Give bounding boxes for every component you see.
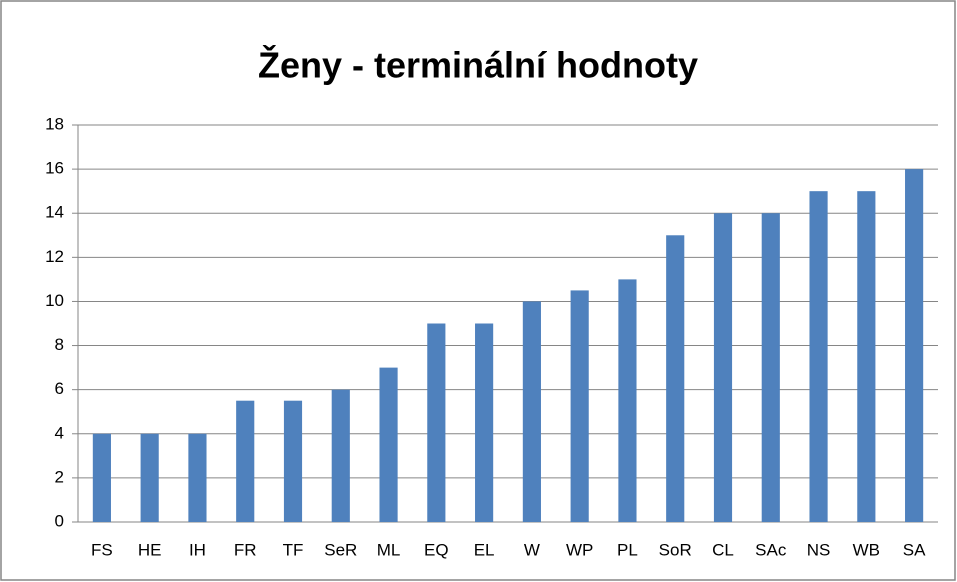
bar bbox=[857, 191, 876, 522]
bar bbox=[475, 323, 494, 522]
x-tick-label: IH bbox=[189, 540, 206, 559]
bar bbox=[570, 290, 589, 522]
chart-title: Ženy - terminální hodnoty bbox=[258, 44, 698, 86]
x-tick-label: EL bbox=[474, 540, 495, 559]
bar bbox=[92, 433, 111, 522]
bar bbox=[666, 235, 685, 522]
bar bbox=[331, 389, 350, 522]
bar bbox=[379, 367, 398, 522]
x-tick-label: WP bbox=[566, 540, 593, 559]
y-tick-label: 18 bbox=[45, 114, 64, 133]
bar bbox=[140, 433, 159, 522]
y-tick-label: 16 bbox=[45, 159, 64, 178]
y-tick-label: 4 bbox=[55, 423, 64, 442]
x-tick-label: PL bbox=[617, 540, 638, 559]
bar bbox=[618, 279, 637, 522]
y-tick-label: 14 bbox=[45, 203, 64, 222]
x-tick-label: NS bbox=[807, 540, 831, 559]
x-tick-label: W bbox=[524, 540, 540, 559]
x-tick-label: TF bbox=[283, 540, 304, 559]
x-tick-label: SoR bbox=[659, 540, 692, 559]
bar bbox=[761, 213, 780, 522]
bar bbox=[236, 400, 255, 522]
y-tick-label: 10 bbox=[45, 291, 64, 310]
y-tick-label: 12 bbox=[45, 247, 64, 266]
bar bbox=[809, 191, 828, 522]
x-tick-label: FS bbox=[91, 540, 113, 559]
y-tick-label: 2 bbox=[55, 467, 64, 486]
x-tick-label: SeR bbox=[324, 540, 357, 559]
x-tick-label: ML bbox=[377, 540, 401, 559]
bar bbox=[522, 301, 541, 522]
x-tick-label: EQ bbox=[424, 540, 449, 559]
x-tick-label: CL bbox=[712, 540, 734, 559]
x-tick-label: HE bbox=[138, 540, 162, 559]
y-tick-label: 6 bbox=[55, 379, 64, 398]
x-tick-label: SAc bbox=[755, 540, 787, 559]
bar bbox=[427, 323, 446, 522]
y-tick-label: 8 bbox=[55, 335, 64, 354]
x-tick-label: WB bbox=[853, 540, 880, 559]
x-tick-label: SA bbox=[903, 540, 926, 559]
bar bbox=[188, 433, 207, 522]
bar bbox=[283, 400, 303, 522]
bar bbox=[713, 213, 733, 522]
x-tick-label: FR bbox=[234, 540, 257, 559]
y-tick-label: 0 bbox=[55, 511, 64, 530]
bar bbox=[905, 169, 924, 522]
